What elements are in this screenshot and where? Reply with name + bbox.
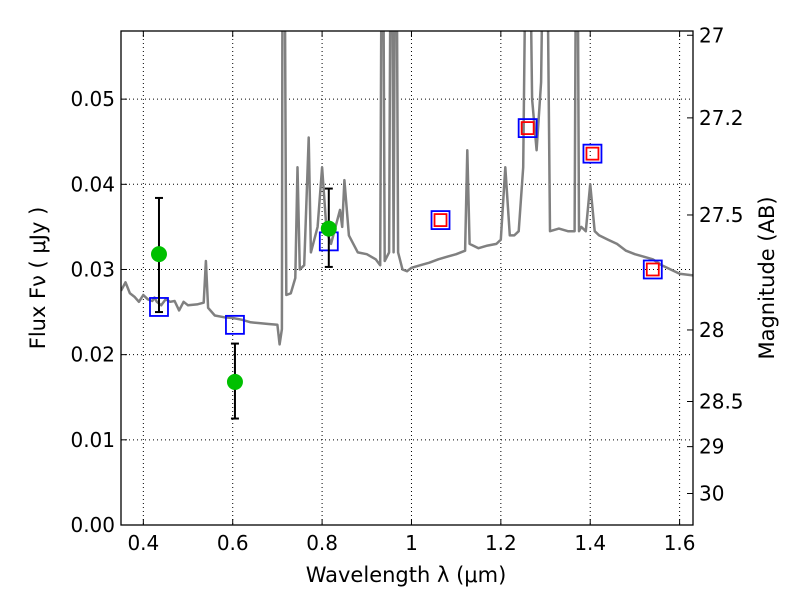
spectrum-line: [121, 31, 693, 346]
red-square-marker: [585, 146, 600, 161]
error-bars: [150, 187, 337, 420]
red-square-marker: [520, 121, 535, 135]
y-tick-label: 0.00: [70, 513, 115, 537]
axis-ticks: 0.4 0.6 0.8 1 1.2 1.4 1.6 0.00 0.01 0.02 0.03 0.04 0…: [70, 23, 743, 555]
green-point-marker: [226, 373, 243, 390]
chart-marks: [121, 31, 693, 346]
green-point-marker: [320, 220, 337, 237]
y-tick-label: 0.04: [70, 172, 115, 196]
y-tick-label: 0.05: [70, 87, 115, 111]
y-tick-label: 0.02: [70, 343, 115, 367]
right-tick-label: 28.5: [699, 390, 744, 414]
blue-square-marker: [642, 259, 663, 280]
right-tick-label: 29: [699, 435, 724, 459]
blue-square-marker: [225, 314, 245, 335]
y-axis-label: Flux Fν ( μJy ): [26, 207, 50, 350]
red-square-marker: [645, 262, 660, 277]
right-tick-label: 28: [699, 318, 724, 342]
green-point-marker: [150, 246, 167, 263]
x-axis-label: Wavelength λ (μm): [306, 563, 507, 587]
red-square-marker: [433, 213, 448, 227]
right-axis-label: Magnitude (AB): [755, 196, 779, 359]
right-tick-label: 27: [699, 23, 724, 47]
y-tick-label: 0.01: [70, 428, 115, 452]
x-tick-label: 1.6: [664, 531, 696, 555]
x-tick-label: 0.4: [127, 531, 159, 555]
right-tick-label: 27.2: [699, 106, 744, 130]
x-tick-label: 1: [405, 531, 418, 555]
plot-background: [121, 31, 693, 525]
right-tick-label: 27.5: [699, 203, 744, 227]
x-tick-label: 0.6: [217, 531, 249, 555]
y-tick-label: 0.03: [70, 257, 115, 281]
x-tick-label: 0.8: [306, 531, 338, 555]
plot-frame: [120, 30, 694, 526]
blue-square-marker: [430, 210, 451, 230]
right-tick-label: 30: [699, 481, 724, 505]
x-tick-label: 1.2: [485, 531, 517, 555]
blue-square-marker: [517, 118, 538, 138]
blue-square-marker: [582, 143, 603, 164]
x-tick-label: 1.4: [574, 531, 606, 555]
